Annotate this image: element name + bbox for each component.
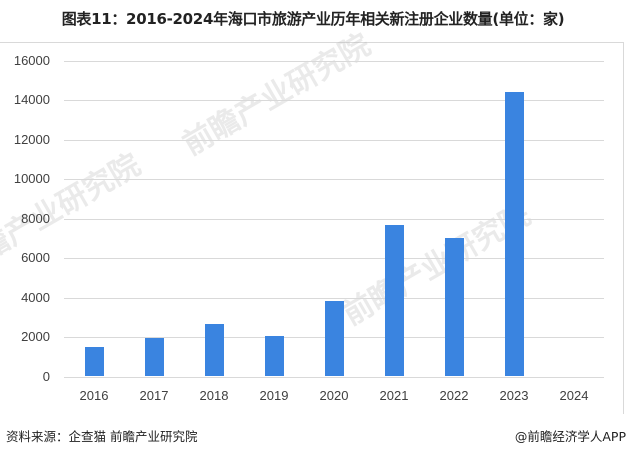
- x-tick-label: 2022: [439, 388, 469, 403]
- gridline: [64, 298, 604, 299]
- y-tick-label: 10000: [13, 171, 50, 186]
- x-tick-label: 2018: [199, 388, 229, 403]
- x-tick-label: 2016: [79, 388, 109, 403]
- x-tick-label: 2017: [139, 388, 169, 403]
- gridline: [64, 140, 604, 141]
- x-tick-label: 2021: [379, 388, 409, 403]
- y-tick-label: 14000: [13, 92, 50, 107]
- y-tick-label: 6000: [21, 250, 50, 265]
- gridline: [64, 258, 604, 259]
- bar-2017: [145, 338, 164, 377]
- y-tick-label: 12000: [13, 132, 50, 147]
- credit-note: @前瞻经济学人APP: [514, 429, 626, 444]
- x-tick-label: 2023: [499, 388, 529, 403]
- gridline: [64, 61, 604, 62]
- chart-title: 图表11：2016-2024年海口市旅游产业历年相关新注册企业数量(单位：家): [61, 10, 565, 28]
- chart-frame: [0, 42, 624, 414]
- y-tick-label: 8000: [21, 211, 50, 226]
- bar-2018: [205, 323, 224, 377]
- bar-2016: [85, 346, 104, 377]
- bar-2022: [445, 237, 464, 377]
- gridline: [64, 219, 604, 220]
- gridline: [64, 377, 604, 378]
- y-tick-label: 4000: [21, 290, 50, 305]
- x-tick-label: 2024: [559, 388, 589, 403]
- bar-2019: [265, 335, 284, 377]
- x-tick-label: 2019: [259, 388, 289, 403]
- source-note: 资料来源：企查猫 前瞻产业研究院: [6, 429, 198, 444]
- y-tick-label: 16000: [13, 53, 50, 68]
- x-tick-label: 2020: [319, 388, 349, 403]
- bar-2021: [385, 224, 404, 377]
- y-tick-label: 2000: [21, 329, 50, 344]
- bar-2020: [325, 300, 344, 377]
- gridline: [64, 179, 604, 180]
- y-tick-label: 0: [42, 369, 50, 384]
- bar-2023: [505, 91, 524, 377]
- gridline: [64, 100, 604, 101]
